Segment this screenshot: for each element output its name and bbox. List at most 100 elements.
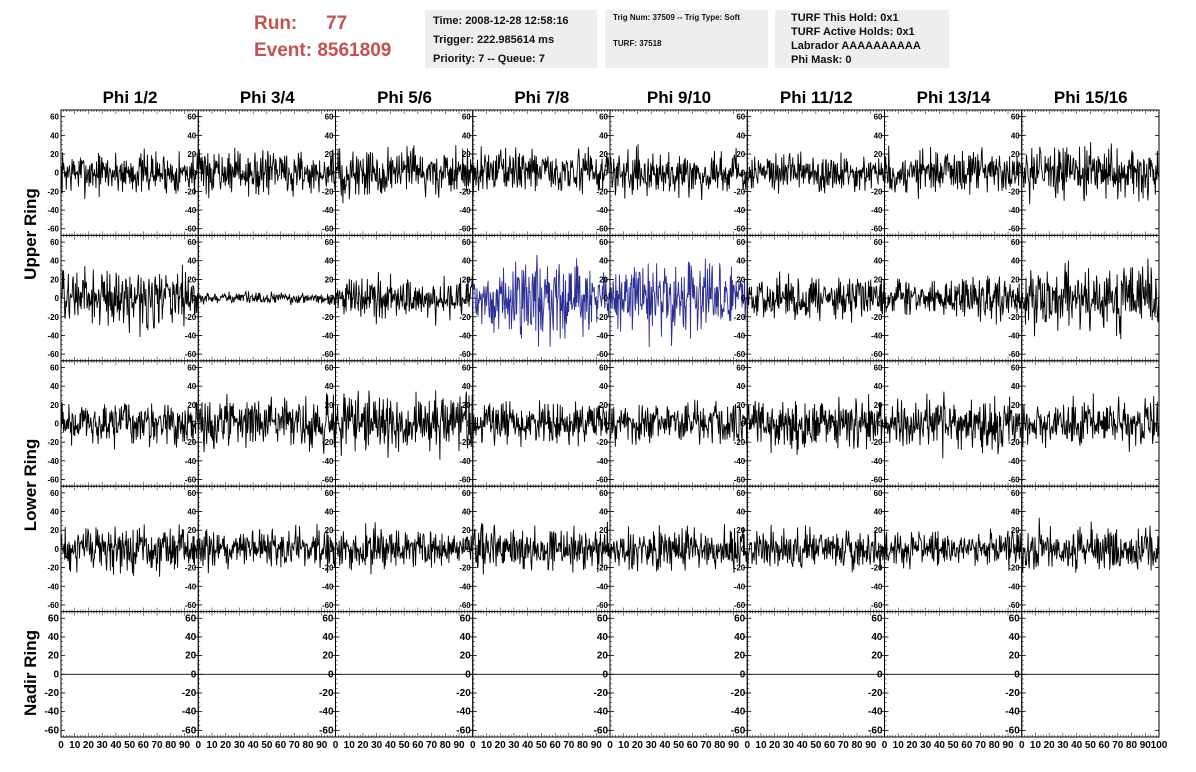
y-tick-label: -60 bbox=[185, 601, 197, 610]
column-title-4: Phi 7/8 bbox=[514, 88, 570, 107]
y-tick-label: 20 bbox=[599, 150, 608, 159]
y-tick-label: -20 bbox=[871, 187, 883, 196]
y-tick-label: -20 bbox=[596, 564, 608, 573]
y-tick-label: -60 bbox=[596, 225, 608, 234]
y-tick-label: -20 bbox=[1008, 313, 1020, 322]
y-tick-label: 0 bbox=[741, 294, 746, 303]
y-tick-label: -60 bbox=[871, 225, 883, 234]
y-tick-label: 0 bbox=[55, 294, 60, 303]
y-tick-label: -20 bbox=[459, 564, 471, 573]
y-tick-label: 60 bbox=[599, 238, 608, 247]
y-tick-label: 0 bbox=[741, 545, 746, 554]
y-tick-label: 40 bbox=[599, 382, 608, 391]
trig-num-text: Trig Num: 37509 -- Trig Type: Soft bbox=[613, 13, 740, 22]
y-tick-label: 20 bbox=[462, 526, 471, 535]
y-tick-label: -60 bbox=[734, 476, 746, 485]
panel-r3-c0: -60 -40 -20 0 20 40 60 bbox=[47, 485, 199, 613]
y-tick-label: 40 bbox=[50, 131, 59, 140]
y-tick-label: -40 bbox=[1008, 206, 1020, 215]
y-tick-label: -60 bbox=[596, 350, 608, 359]
y-tick-label: 20 bbox=[48, 651, 60, 662]
column-title-5: Phi 9/10 bbox=[646, 88, 712, 107]
y-tick-label: -40 bbox=[322, 331, 334, 340]
y-tick-label: 40 bbox=[736, 257, 745, 266]
y-tick-label: 0 bbox=[741, 169, 746, 178]
y-tick-label: 0 bbox=[192, 169, 197, 178]
event-value: 8561809 bbox=[317, 40, 392, 61]
y-tick-label: 40 bbox=[599, 131, 608, 140]
y-tick-label: 20 bbox=[187, 150, 196, 159]
y-tick-label: 40 bbox=[874, 382, 883, 391]
y-tick-label: -20 bbox=[459, 187, 471, 196]
y-tick-label: 40 bbox=[462, 508, 471, 517]
y-tick-label: -20 bbox=[459, 438, 471, 447]
y-tick-label: 40 bbox=[462, 382, 471, 391]
panel-r0-c4: -60 -40 -20 0 20 40 60 bbox=[596, 109, 748, 236]
y-tick-label: 0 bbox=[55, 420, 60, 429]
y-tick-label: -40 bbox=[871, 582, 883, 591]
waveform-series bbox=[335, 390, 474, 460]
y-tick-label: -40 bbox=[1008, 331, 1020, 340]
turf-hold-text: TURF This Hold: 0x1 bbox=[791, 12, 899, 24]
y-tick-label: 60 bbox=[325, 489, 334, 498]
waveform-series bbox=[1021, 393, 1160, 453]
y-tick-label: 20 bbox=[1011, 150, 1020, 159]
column-title-8: Phi 15/16 bbox=[1053, 88, 1128, 107]
waveform-series bbox=[884, 391, 1023, 459]
y-tick-label: -60 bbox=[322, 225, 334, 234]
y-tick-label: 40 bbox=[325, 382, 334, 391]
y-tick-label: -20 bbox=[47, 564, 59, 573]
y-tick-label: -40 bbox=[47, 457, 59, 466]
y-tick-label: 40 bbox=[462, 257, 471, 266]
y-tick-label: 0 bbox=[741, 420, 746, 429]
y-tick-label: -40 bbox=[734, 582, 746, 591]
y-tick-label: -20 bbox=[47, 187, 59, 196]
waveform-series bbox=[884, 145, 1023, 199]
y-tick-label: 60 bbox=[462, 363, 471, 372]
y-tick-label: 0 bbox=[192, 420, 197, 429]
y-tick-label: 60 bbox=[462, 489, 471, 498]
y-tick-label: 0 bbox=[604, 545, 609, 554]
waveform-series bbox=[197, 393, 336, 454]
y-tick-label: -60 bbox=[47, 476, 59, 485]
y-tick-label: 40 bbox=[462, 131, 471, 140]
y-tick-label: -60 bbox=[1008, 476, 1020, 485]
y-tick-label: -40 bbox=[459, 206, 471, 215]
y-tick-label: -20 bbox=[322, 187, 334, 196]
waveform-series bbox=[472, 254, 611, 347]
panel-r1-c7: -60 -40 -20 0 20 40 60 bbox=[1008, 234, 1160, 362]
y-tick-label: -20 bbox=[1008, 187, 1020, 196]
y-tick-label: 0 bbox=[1015, 169, 1020, 178]
trig-info-box: Trig Num: 37509 -- Trig Type: Soft TURF:… bbox=[605, 10, 768, 68]
y-tick-label: -20 bbox=[871, 313, 883, 322]
y-tick-label: 60 bbox=[50, 238, 59, 247]
y-tick-label: -60 bbox=[1008, 601, 1020, 610]
y-tick-label: 60 bbox=[462, 238, 471, 247]
y-tick-label: 40 bbox=[325, 131, 334, 140]
y-tick-label: -60 bbox=[45, 725, 60, 736]
y-tick-label: 0 bbox=[329, 545, 334, 554]
y-tick-label: -60 bbox=[734, 225, 746, 234]
y-tick-label: 60 bbox=[1011, 113, 1020, 122]
y-tick-label: 40 bbox=[874, 508, 883, 517]
y-tick-label: -40 bbox=[459, 582, 471, 591]
y-tick-label: -40 bbox=[596, 582, 608, 591]
y-tick-label: 20 bbox=[187, 275, 196, 284]
turf-info-box: TURF This Hold: 0x1 TURF Active Holds: 0… bbox=[775, 10, 949, 68]
y-tick-label: 40 bbox=[736, 382, 745, 391]
waveform-series bbox=[1021, 517, 1160, 573]
panel-r0-c2: -60 -40 -20 0 20 40 60 bbox=[322, 109, 474, 236]
y-tick-label: 40 bbox=[48, 632, 60, 643]
y-tick-label: 20 bbox=[187, 401, 196, 410]
y-tick-label: 0 bbox=[1015, 545, 1020, 554]
y-tick-label: -20 bbox=[596, 313, 608, 322]
y-tick-label: -40 bbox=[47, 206, 59, 215]
y-tick-label: -40 bbox=[871, 206, 883, 215]
y-tick-label: 40 bbox=[325, 257, 334, 266]
labrador-text: Labrador AAAAAAAAAA bbox=[791, 40, 921, 52]
y-tick-label: 40 bbox=[50, 508, 59, 517]
panel-r2-c4: -60 -40 -20 0 20 40 60 bbox=[596, 360, 748, 487]
y-tick-label: 20 bbox=[187, 526, 196, 535]
